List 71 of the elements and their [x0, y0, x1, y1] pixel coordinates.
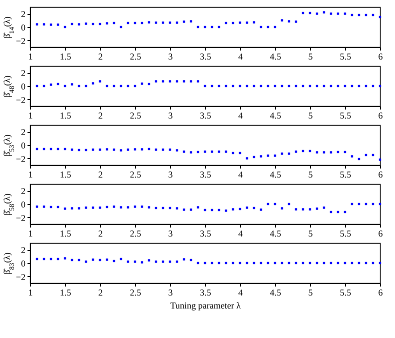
x-tick-label: 2 — [98, 110, 103, 120]
y-tick-label: 2 — [21, 9, 26, 20]
x-tick-label: 2.5 — [130, 170, 142, 180]
x-tick-label: 2 — [98, 52, 103, 62]
x-tick-label: 4.5 — [270, 170, 282, 180]
x-tick-label: 4.5 — [270, 288, 282, 298]
x-tick-label: 3.5 — [200, 52, 212, 62]
x-tick-label: 6 — [378, 110, 384, 120]
x-tick-label: 4.5 — [270, 52, 282, 62]
x-tick-label: 1 — [28, 228, 33, 238]
x-tick-label: 3.5 — [200, 170, 212, 180]
y-tick-label: 2 — [21, 68, 26, 78]
x-tick-label: 6 — [378, 170, 384, 180]
x-tick-label: 2 — [98, 170, 103, 180]
y-tick-label: 0 — [21, 258, 26, 268]
x-tick-label: 2.5 — [130, 52, 142, 62]
x-tick-label: 1.5 — [60, 170, 72, 180]
y-tick-label: −2 — [16, 154, 26, 164]
x-tick-label: 2.5 — [130, 110, 142, 120]
x-tick-label: 5.5 — [340, 228, 352, 238]
y-tick-label: 0 — [21, 22, 26, 32]
x-tick-label: 2.5 — [130, 288, 142, 298]
y-tick-label: 0 — [21, 200, 26, 210]
x-tick-label: 4 — [238, 288, 244, 298]
x-tick-label: 6 — [378, 52, 384, 62]
x-tick-label: 2.5 — [130, 228, 142, 238]
x-tick-label: 1 — [28, 170, 33, 180]
y-tick-label: 2 — [21, 245, 26, 256]
y-tick-label: 2 — [21, 127, 26, 138]
x-tick-label: 2 — [98, 288, 103, 298]
x-tick-label: 3.5 — [200, 288, 212, 298]
x-tick-label: 4 — [238, 110, 244, 120]
y-tick-label: 0 — [21, 140, 26, 150]
y-tick-label: 0 — [21, 82, 26, 92]
x-tick-label: 6 — [378, 288, 384, 298]
y-tick-label: 2 — [21, 186, 26, 196]
x-tick-label: 1.5 — [60, 228, 72, 238]
x-tick-label: 5.5 — [340, 170, 352, 180]
x-tick-label: 5 — [308, 228, 314, 238]
x-tick-label: 4 — [238, 228, 244, 238]
x-tick-label: 3 — [168, 52, 174, 62]
x-tick-label: 1.5 — [60, 52, 72, 62]
x-tick-label: 6 — [378, 228, 384, 238]
y-tick-label: −2 — [16, 272, 26, 282]
x-tick-label: 5 — [308, 170, 314, 180]
x-tick-label: 3 — [168, 170, 174, 180]
x-tick-label: 3 — [168, 228, 174, 238]
x-tick-label: 2 — [98, 228, 103, 238]
x-tick-label: 3.5 — [200, 110, 212, 120]
x-tick-label: 1.5 — [60, 288, 72, 298]
x-tick-label: 5 — [308, 288, 314, 298]
x-tick-label: 1.5 — [60, 110, 72, 120]
x-tick-label: 5.5 — [340, 52, 352, 62]
x-tick-label: 3 — [168, 110, 174, 120]
x-tick-label: 5 — [308, 110, 314, 120]
x-tick-label: 1 — [28, 110, 33, 120]
x-tick-label: 5.5 — [340, 110, 352, 120]
y-tick-label: −2 — [16, 212, 26, 223]
x-tick-label: 5.5 — [340, 288, 352, 298]
y-tick-label: −2 — [16, 36, 26, 46]
x-tick-label: 1 — [28, 52, 33, 62]
x-axis-title: Tuning parameter λ — [170, 300, 242, 310]
x-tick-label: 4 — [238, 170, 244, 180]
x-tick-label: 5 — [308, 52, 314, 62]
y-tick-label: −2 — [16, 94, 26, 105]
x-tick-label: 4.5 — [270, 110, 282, 120]
x-tick-label: 4.5 — [270, 228, 282, 238]
x-tick-label: 3.5 — [200, 228, 212, 238]
x-tick-label: 1 — [28, 288, 33, 298]
x-tick-label: 3 — [168, 288, 174, 298]
x-tick-label: 4 — [238, 52, 244, 62]
